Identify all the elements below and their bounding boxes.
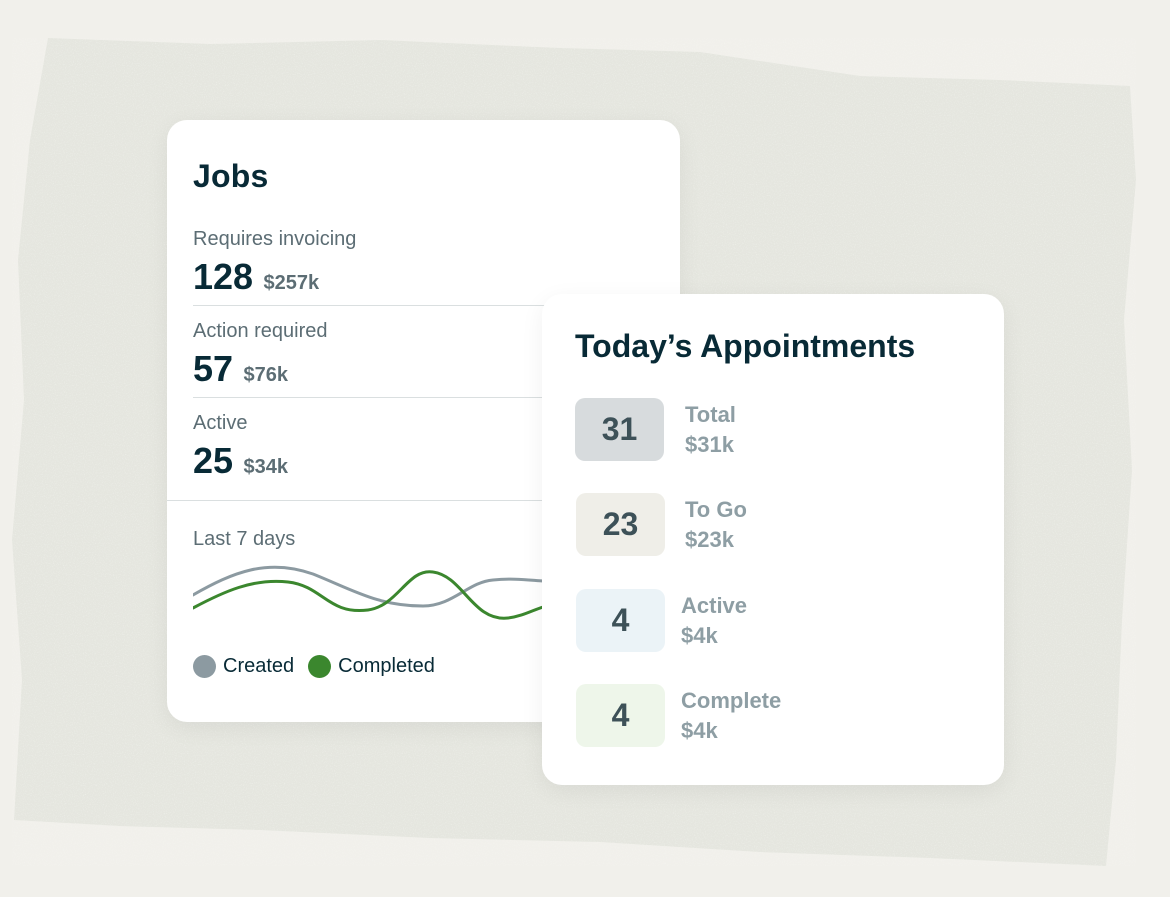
metric-label: Active: [193, 412, 248, 434]
metric-value: 128 $257k: [193, 256, 319, 298]
appointment-amount: $23k: [685, 527, 734, 552]
chart-legend: Created Completed: [193, 655, 449, 678]
legend-label: Completed: [338, 655, 435, 677]
appointments-card: Today’s Appointments 31 Total $31k 23 To…: [542, 294, 1004, 785]
appointment-row-to-go[interactable]: 23 To Go $23k: [575, 493, 975, 557]
appointment-count-badge: 31: [575, 398, 664, 461]
appointment-label: Total: [685, 402, 736, 427]
appointment-text: To Go $23k: [685, 495, 747, 555]
appointment-label: Complete: [681, 688, 782, 713]
metric-value: 25 $34k: [193, 440, 288, 482]
metric-amount: $34k: [243, 456, 289, 478]
appointment-row-total[interactable]: 31 Total $31k: [575, 398, 975, 462]
appointment-label: Active: [681, 593, 748, 618]
appointments-title: Today’s Appointments: [575, 328, 916, 364]
legend-label: Created: [223, 655, 295, 677]
jobs-title: Jobs: [193, 158, 269, 194]
appointment-amount: $4k: [681, 623, 718, 648]
legend-dot-icon: [308, 655, 332, 678]
metric-amount: $76k: [243, 364, 289, 386]
metric-count: 25: [193, 440, 234, 481]
appointment-label: To Go: [685, 497, 747, 522]
metric-amount: $257k: [263, 272, 320, 294]
metric-count: 128: [193, 256, 254, 297]
appointment-amount: $31k: [685, 432, 734, 457]
appointment-text: Complete $4k: [681, 686, 781, 746]
legend-item-created[interactable]: Created: [193, 655, 294, 678]
series-line-created: [193, 565, 543, 608]
appointment-count-badge: 4: [576, 589, 665, 652]
metric-label: Requires invoicing: [193, 228, 357, 250]
legend-item-completed[interactable]: Completed: [308, 655, 435, 678]
divider: [167, 500, 680, 501]
metric-label: Action required: [193, 320, 328, 342]
appointment-text: Active $4k: [681, 591, 747, 651]
appointment-amount: $4k: [681, 718, 718, 743]
metric-value: 57 $76k: [193, 348, 288, 390]
divider: [193, 305, 680, 306]
metric-count: 57: [193, 348, 234, 389]
appointment-row-complete[interactable]: 4 Complete $4k: [575, 684, 975, 748]
appointment-count-badge: 4: [576, 684, 665, 747]
appointment-row-active[interactable]: 4 Active $4k: [575, 589, 975, 653]
divider: [193, 397, 680, 398]
appointment-count-badge: 23: [576, 493, 665, 556]
appointment-text: Total $31k: [685, 400, 736, 460]
legend-dot-icon: [193, 655, 216, 678]
series-line-completed: [193, 570, 543, 620]
jobs-sparkline-chart: [193, 565, 543, 620]
chart-period-label: Last 7 days: [193, 528, 296, 550]
